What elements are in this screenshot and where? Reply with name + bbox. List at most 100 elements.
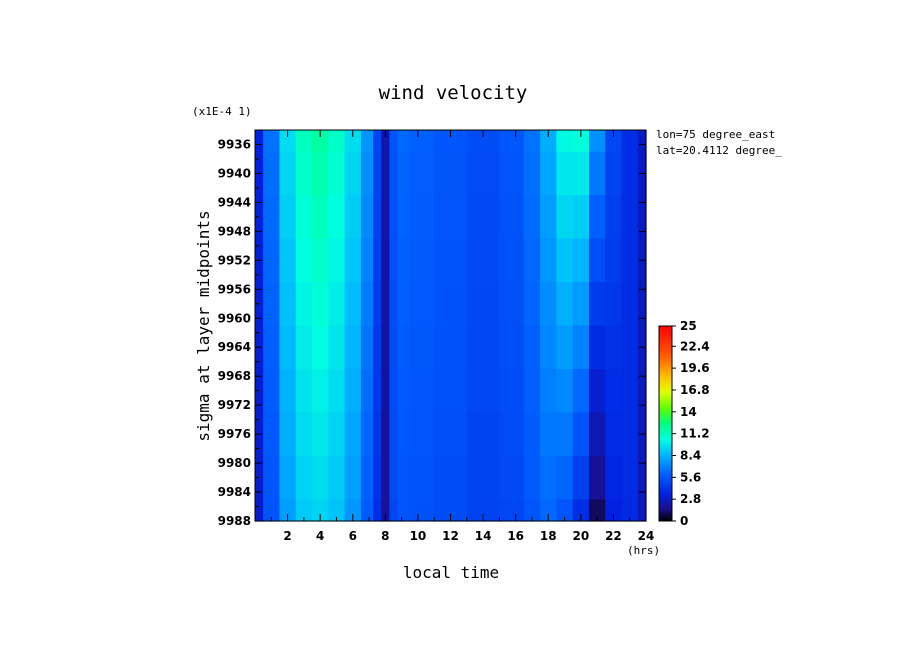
heatmap-cell (588, 325, 606, 370)
heatmap-cell (344, 412, 362, 457)
heatmap-cell (312, 412, 329, 457)
heatmap-cell (556, 455, 574, 500)
heatmap-cell (637, 368, 647, 413)
heatmap-cell (523, 499, 541, 522)
heatmap-cell (540, 412, 557, 457)
heatmap-cell (499, 151, 525, 196)
heatmap-cell (605, 130, 623, 153)
x-tick-label: 16 (507, 529, 524, 543)
heatmap-cell (279, 130, 297, 153)
y-tick-label: 9960 (218, 311, 251, 325)
heatmap-cell (540, 238, 557, 283)
heatmap-cell (344, 499, 362, 522)
heatmap-cell (556, 130, 574, 153)
y-tick-label: 9972 (218, 398, 251, 412)
heatmap-cell (255, 499, 264, 522)
heatmap-cell (328, 195, 346, 240)
heatmap-cell (409, 368, 435, 413)
heatmap-cell (255, 455, 264, 500)
heatmap-cell (621, 499, 639, 522)
heatmap-cell (373, 499, 382, 522)
x-axis-label: local time (403, 563, 499, 582)
heatmap-cell (389, 195, 399, 240)
heatmap-cell (312, 282, 329, 327)
heatmap-cell (360, 368, 374, 413)
heatmap-cell (588, 195, 606, 240)
heatmap-cell (466, 368, 500, 413)
heatmap-cell (279, 325, 297, 370)
heatmap-cell (389, 368, 399, 413)
heatmap-cell (499, 455, 525, 500)
heatmap-cell (540, 499, 557, 522)
heatmap-cell (572, 282, 590, 327)
heatmap-cell (466, 455, 500, 500)
heatmap-cell (621, 282, 639, 327)
heatmap-cell (588, 282, 606, 327)
heatmap-cell (540, 455, 557, 500)
heatmap-cell (373, 151, 382, 196)
heatmap-cell (397, 282, 411, 327)
heatmap-cell (263, 412, 281, 457)
heatmap-cell (328, 238, 346, 283)
heatmap-cell (556, 412, 574, 457)
heatmap-cell (360, 412, 374, 457)
heatmap-cell (523, 282, 541, 327)
x-axis-unit: (hrs) (627, 544, 660, 557)
heatmap-cell (572, 412, 590, 457)
heatmap-cell (409, 238, 435, 283)
heatmap-cell (637, 130, 647, 153)
heatmap-cell (556, 238, 574, 283)
heatmap-cell (389, 455, 399, 500)
heatmap-cell (263, 195, 281, 240)
heatmap-cell (523, 455, 541, 500)
heatmap-cell (389, 151, 399, 196)
heatmap-cell (255, 195, 264, 240)
heatmap-cell (397, 195, 411, 240)
heatmap-cell (381, 282, 391, 327)
heatmap-cell (605, 368, 623, 413)
heatmap-cell (499, 195, 525, 240)
heatmap-cell (295, 282, 313, 327)
heatmap-cell (434, 151, 468, 196)
y-tick-label: 9976 (218, 427, 251, 441)
heatmap-cell (434, 195, 468, 240)
heatmap-cell (263, 151, 281, 196)
colorbar-tick-label: 16.8 (680, 383, 710, 397)
heatmap-cell (434, 455, 468, 500)
x-tick-label: 22 (605, 529, 622, 543)
heatmap-cell (588, 151, 606, 196)
heatmap-cell (360, 238, 374, 283)
heatmap-cell (499, 499, 525, 522)
colorbar-tick-label: 5.6 (680, 470, 701, 484)
heatmap-cell (605, 499, 623, 522)
y-tick-label: 9936 (218, 137, 251, 151)
heatmap-cell (409, 325, 435, 370)
heatmap-cell (279, 238, 297, 283)
y-tick-label: 9956 (218, 282, 251, 296)
heatmap-cell (389, 238, 399, 283)
heatmap-cell (312, 455, 329, 500)
heatmap-cell (540, 282, 557, 327)
heatmap-cell (373, 325, 382, 370)
heatmap-cell (621, 455, 639, 500)
heatmap-cell (466, 412, 500, 457)
heatmap-cell (540, 195, 557, 240)
heatmap-cell (255, 368, 264, 413)
heatmap-cell (572, 195, 590, 240)
heatmap-cell (263, 455, 281, 500)
colorbar-tick-label: 19.6 (680, 361, 710, 375)
heatmap-cell (344, 238, 362, 283)
x-tick-label: 14 (475, 529, 492, 543)
heatmap-cell (312, 130, 329, 153)
x-tick-label: 12 (442, 529, 459, 543)
heatmap-cell (409, 130, 435, 153)
heatmap-cell (295, 412, 313, 457)
heatmap-cell (499, 238, 525, 283)
colorbar (658, 325, 673, 522)
heatmap-cell (499, 282, 525, 327)
heatmap-cell (295, 130, 313, 153)
heatmap-cell (588, 238, 606, 283)
heatmap-cell (621, 151, 639, 196)
y-tick-label: 9988 (218, 514, 251, 528)
heatmap-cell (540, 325, 557, 370)
